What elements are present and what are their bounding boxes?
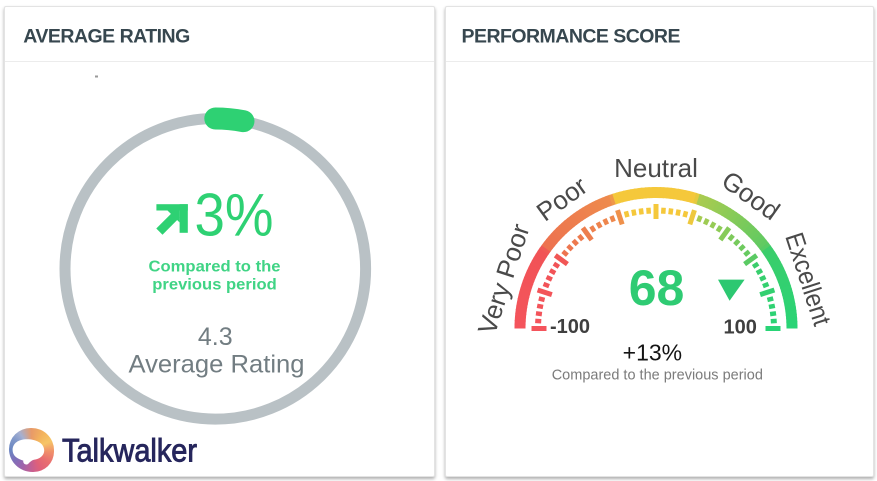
svg-text:-100: -100 (550, 316, 590, 338)
svg-text:Neutral: Neutral (614, 153, 698, 183)
svg-text:100: 100 (724, 317, 757, 339)
svg-text:3%: 3% (195, 182, 274, 249)
svg-text:AVERAGE RATING: AVERAGE RATING (23, 25, 190, 47)
svg-text:Talkwalker: Talkwalker (62, 432, 197, 468)
svg-text:PERFORMANCE SCORE: PERFORMANCE SCORE (462, 25, 681, 47)
svg-text:Compared to the: Compared to the (149, 259, 281, 276)
svg-text:4.3: 4.3 (198, 323, 233, 351)
svg-text:previous period: previous period (152, 276, 277, 293)
svg-text:68: 68 (629, 260, 685, 316)
svg-text:Compared to the previous perio: Compared to the previous period (552, 368, 763, 384)
svg-text:Average Rating: Average Rating (129, 351, 305, 379)
svg-text:+13%: +13% (623, 340, 682, 366)
